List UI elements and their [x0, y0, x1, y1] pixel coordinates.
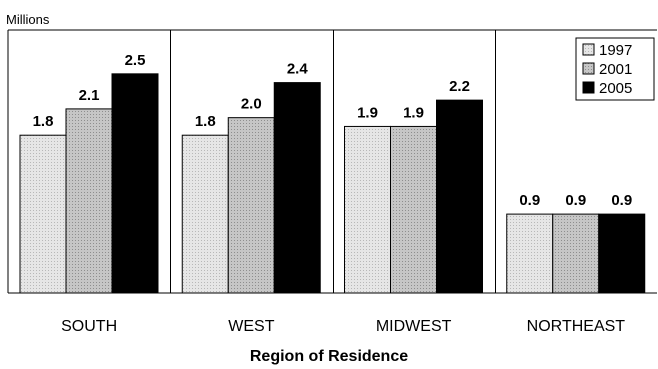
category-label: SOUTH	[61, 318, 117, 335]
bar-northeast-1997	[506, 213, 554, 294]
bar-west-2005	[273, 82, 321, 294]
category-labels-group: SOUTH WEST MIDWEST NORTHEAST	[61, 318, 625, 335]
legend-swatch-2005	[582, 81, 595, 94]
bar-west-2001	[227, 117, 275, 294]
bar-south-2001	[65, 108, 113, 294]
bars-group	[19, 73, 646, 294]
value-label: 2.0	[241, 96, 262, 113]
y-unit-label: Millions	[6, 12, 50, 27]
value-label: 2.5	[125, 52, 146, 69]
legend-swatch-1997	[582, 43, 595, 56]
bar-northeast-2005	[598, 213, 646, 294]
value-label: 1.9	[357, 104, 378, 121]
legend: 1997 2001 2005	[575, 37, 655, 101]
value-label: 0.9	[565, 192, 586, 209]
bar-northeast-2001	[552, 213, 600, 294]
value-label: 1.8	[33, 113, 54, 130]
value-label: 2.4	[287, 61, 309, 78]
legend-label-2001: 2001	[599, 61, 632, 78]
value-label: 1.9	[403, 104, 424, 121]
bar-midwest-2005	[436, 99, 483, 294]
legend-label-1997: 1997	[599, 42, 632, 59]
bar-south-2005	[111, 73, 159, 294]
value-label: 0.9	[519, 192, 540, 209]
bar-midwest-2001	[390, 125, 437, 294]
x-axis-title: Region of Residence	[250, 348, 408, 365]
value-label: 2.1	[79, 87, 100, 104]
legend-swatch-2001	[582, 62, 595, 75]
category-label: MIDWEST	[376, 318, 452, 335]
category-label: WEST	[228, 318, 274, 335]
bar-west-1997	[181, 134, 229, 294]
legend-label-2005: 2005	[599, 80, 632, 97]
value-label: 2.2	[449, 78, 470, 95]
bar-midwest-1997	[344, 125, 391, 294]
category-label: NORTHEAST	[527, 318, 626, 335]
bar-south-1997	[19, 134, 67, 294]
value-label: 0.9	[611, 192, 632, 209]
value-label: 1.8	[195, 113, 216, 130]
value-labels-group: 1.8 2.1 2.5 1.8 2.0 2.4 1.9 1.9 2.2 0.9 0.9 0.9	[33, 52, 633, 209]
